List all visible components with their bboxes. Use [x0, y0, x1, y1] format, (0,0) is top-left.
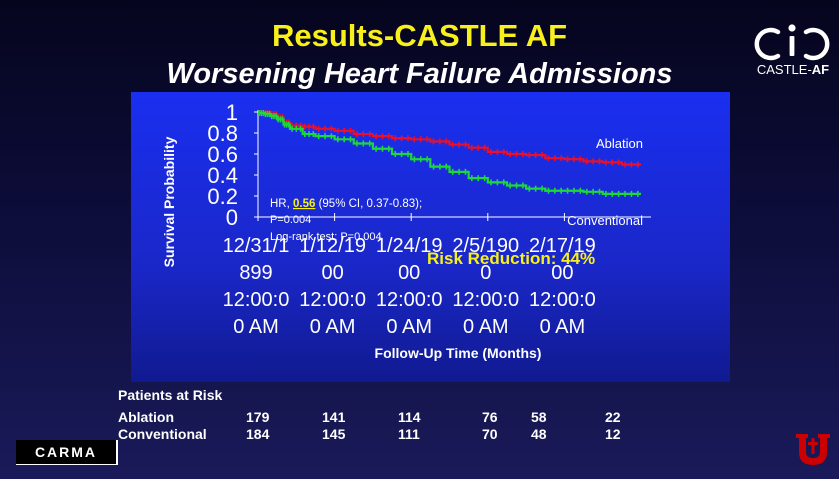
patients-at-risk-value: 179	[246, 409, 270, 425]
x-tick-label: 899	[239, 262, 272, 284]
x-tick-label: 0	[480, 262, 491, 284]
y-tick-label: 0.8	[207, 121, 238, 146]
patients-at-risk-title: Patients at Risk	[118, 387, 223, 403]
x-tick-label: 1/12/19	[299, 235, 366, 257]
hr-annotation-hr-prefix: HR,	[270, 198, 293, 210]
castle-af-logo-text: CASTLE-AF	[752, 62, 834, 77]
patients-at-risk-value: 114	[398, 409, 421, 425]
x-tick-label: 1/24/19	[376, 235, 443, 257]
hr-annotation-hr-value: 0.56	[293, 198, 315, 210]
p-value-annotation: P=0.004	[270, 214, 311, 226]
slide-subtitle: Worsening Heart Failure Admissions	[166, 58, 673, 90]
patients-at-risk-value: 111	[398, 426, 420, 442]
castle-af-logo-icon	[754, 24, 830, 61]
patients-at-risk-row: Conventional 184 145 111 70 48 12	[118, 426, 738, 443]
x-tick-label: 12:00:0	[529, 289, 596, 311]
patients-at-risk-row-label: Conventional	[118, 426, 207, 442]
x-tick-label: 2/17/19	[529, 235, 596, 257]
patients-at-risk-value: 48	[531, 426, 547, 442]
y-tick-label: 0.2	[207, 184, 238, 209]
patients-at-risk-value: 141	[322, 409, 346, 425]
series-line-ablation	[258, 111, 641, 166]
x-tick-label: 12:00:0	[376, 289, 443, 311]
x-tick-label: 00	[551, 262, 573, 284]
x-tick-label: 12/31/1	[223, 235, 290, 257]
hr-annotation: HR, 0.56 (95% CI, 0.37-0.83);	[270, 198, 422, 210]
km-chart-panel: 1 0.8 0.6 0.4 0.2 0 12/31/1 899 12:00:0 0 AM 1/12/…	[131, 92, 730, 382]
castle-logo-text-bold: AF	[811, 62, 830, 77]
patients-at-risk-value: 145	[322, 426, 346, 442]
patients-at-risk-value: 22	[605, 409, 621, 425]
x-tick-label: 00	[398, 262, 420, 284]
x-tick-label: 2/5/190	[452, 235, 519, 257]
x-tick-label: 12:00:0	[452, 289, 519, 311]
x-tick-label: 0 AM	[540, 316, 586, 338]
y-tick-label: 0	[226, 205, 238, 230]
patients-at-risk-value: 184	[246, 426, 270, 442]
y-tick-label: 1	[226, 100, 238, 125]
castle-logo-text-plain: CASTLE-	[756, 62, 812, 77]
x-tick-label: 12:00:0	[223, 289, 290, 311]
y-tick-label: 0.4	[207, 163, 238, 188]
x-tick-label: 0 AM	[310, 316, 356, 338]
y-axis-label: Survival Probability	[161, 136, 177, 267]
patients-at-risk-row-label: Ablation	[118, 409, 174, 425]
university-of-utah-logo-icon	[796, 434, 830, 465]
series-label-ablation: Ablation	[596, 136, 643, 151]
slide-title: Results-CASTLE AF	[271, 18, 568, 53]
x-tick-label: 0 AM	[386, 316, 432, 338]
x-tick-label: 0 AM	[463, 316, 509, 338]
y-tick-label: 0.6	[207, 142, 238, 167]
series-line-conventional	[258, 111, 641, 195]
x-axis-label: Follow-Up Time (Months)	[375, 345, 542, 361]
x-tick-label: 00	[321, 262, 343, 284]
log-rank-annotation: Log-rank test: P=0.004	[270, 231, 382, 243]
patients-at-risk-row: Ablation 179 141 114 76 58 22	[118, 409, 738, 426]
patients-at-risk-value: 12	[605, 426, 621, 442]
series-label-conventional: Conventional	[567, 213, 643, 228]
x-tick-label: 0 AM	[233, 316, 279, 338]
patients-at-risk-value: 58	[531, 409, 547, 425]
carma-logo: CARMA	[16, 440, 118, 465]
risk-reduction-annotation: Risk Reduction: 44%	[427, 249, 595, 268]
x-tick-label: 12:00:0	[299, 289, 366, 311]
hr-annotation-hr-suffix: (95% CI, 0.37-0.83);	[315, 198, 422, 210]
patients-at-risk-value: 70	[482, 426, 498, 442]
patients-at-risk-value: 76	[482, 409, 498, 425]
